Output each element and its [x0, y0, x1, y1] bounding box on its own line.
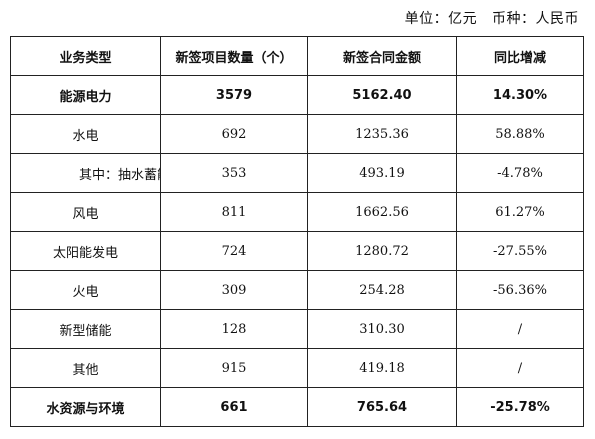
cell-project-count: 661	[160, 387, 308, 427]
table-row: 其他 915 419.18 /	[10, 348, 584, 388]
cell-contract-amount: 419.18	[307, 348, 457, 388]
cell-project-count: 309	[160, 270, 308, 310]
cell-project-count: 3579	[160, 75, 308, 115]
cell-business-type: 其中：抽水蓄能	[10, 153, 161, 193]
cell-project-count: 724	[160, 231, 308, 271]
cell-business-type: 水资源与环境	[10, 387, 161, 427]
cell-yoy-change: -25.78%	[456, 387, 584, 427]
cell-contract-amount: 1662.56	[307, 192, 457, 232]
cell-contract-amount: 1280.72	[307, 231, 457, 271]
contract-table: 业务类型 新签项目数量（个） 新签合同金额 同比增减 能源电力 3579 516…	[10, 36, 584, 427]
cell-business-type: 水电	[10, 114, 161, 154]
table-row: 水资源与环境 661 765.64 -25.78%	[10, 387, 584, 427]
header-contract-amount: 新签合同金额	[307, 36, 457, 76]
table-row: 能源电力 3579 5162.40 14.30%	[10, 75, 584, 115]
cell-business-type: 新型储能	[10, 309, 161, 349]
table-header-row: 业务类型 新签项目数量（个） 新签合同金额 同比增减	[10, 36, 584, 76]
header-project-count: 新签项目数量（个）	[160, 36, 308, 76]
table-row: 太阳能发电 724 1280.72 -27.55%	[10, 231, 584, 271]
table-row: 火电 309 254.28 -56.36%	[10, 270, 584, 310]
cell-project-count: 811	[160, 192, 308, 232]
table-row: 其中：抽水蓄能 353 493.19 -4.78%	[10, 153, 584, 193]
cell-yoy-change: -27.55%	[456, 231, 584, 271]
table-row: 水电 692 1235.36 58.88%	[10, 114, 584, 154]
cell-contract-amount: 310.30	[307, 309, 457, 349]
table-row: 新型储能 128 310.30 /	[10, 309, 584, 349]
cell-contract-amount: 493.19	[307, 153, 457, 193]
cell-contract-amount: 5162.40	[307, 75, 457, 115]
cell-yoy-change: /	[456, 309, 584, 349]
cell-contract-amount: 254.28	[307, 270, 457, 310]
cell-yoy-change: 61.27%	[456, 192, 584, 232]
header-business-type: 业务类型	[10, 36, 161, 76]
cell-project-count: 692	[160, 114, 308, 154]
cell-project-count: 128	[160, 309, 308, 349]
cell-business-type: 风电	[10, 192, 161, 232]
cell-contract-amount: 1235.36	[307, 114, 457, 154]
table-row: 风电 811 1662.56 61.27%	[10, 192, 584, 232]
cell-yoy-change: -4.78%	[456, 153, 584, 193]
cell-business-type: 太阳能发电	[10, 231, 161, 271]
cell-project-count: 915	[160, 348, 308, 388]
cell-business-type: 能源电力	[10, 75, 161, 115]
cell-business-type: 火电	[10, 270, 161, 310]
cell-project-count: 353	[160, 153, 308, 193]
header-yoy-change: 同比增减	[456, 36, 584, 76]
cell-yoy-change: 14.30%	[456, 75, 584, 115]
unit-currency-line: 单位：亿元 币种：人民币	[404, 11, 579, 27]
cell-yoy-change: /	[456, 348, 584, 388]
cell-yoy-change: 58.88%	[456, 114, 584, 154]
cell-yoy-change: -56.36%	[456, 270, 584, 310]
cell-business-type: 其他	[10, 348, 161, 388]
cell-contract-amount: 765.64	[307, 387, 457, 427]
